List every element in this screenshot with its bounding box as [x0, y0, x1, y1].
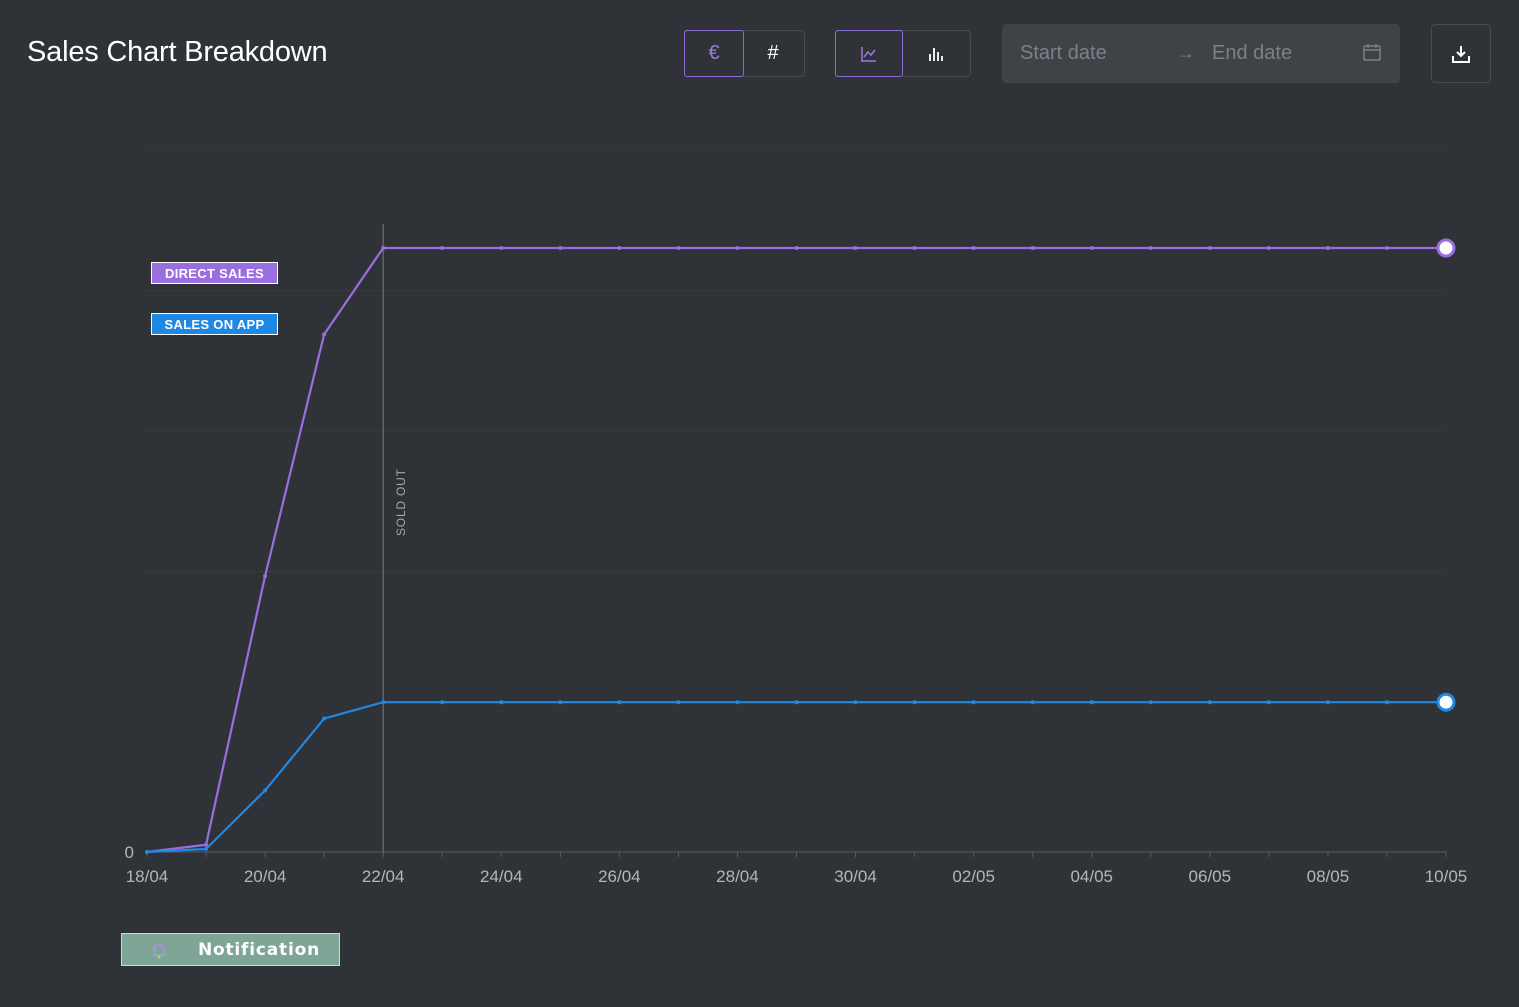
x-tick-label: 10/05 — [1425, 867, 1468, 886]
data-point — [440, 246, 445, 250]
notification-button[interactable]: Notification — [121, 933, 340, 966]
data-point — [794, 700, 799, 705]
data-point — [1089, 246, 1094, 250]
legend-direct-sales[interactable]: DIRECT SALES — [151, 262, 278, 284]
data-point — [381, 700, 386, 705]
date-range-picker[interactable]: Start date → End date — [1002, 24, 1400, 83]
data-point — [853, 246, 858, 250]
chart-type-toggle — [835, 30, 971, 77]
data-point — [322, 332, 327, 337]
data-point — [204, 842, 209, 847]
x-tick-label: 04/05 — [1070, 867, 1113, 886]
calendar-icon[interactable] — [1362, 42, 1382, 62]
data-point — [1384, 246, 1389, 250]
data-point — [617, 700, 622, 705]
series-line-direct-sales — [146, 246, 1446, 854]
euro-toggle-button[interactable]: € — [684, 30, 744, 77]
data-point — [558, 700, 563, 705]
x-tick-label: 08/05 — [1307, 867, 1350, 886]
sold-out-label: SOLD OUT — [394, 468, 408, 536]
download-icon — [1452, 45, 1470, 63]
x-tick-label: 24/04 — [480, 867, 523, 886]
data-point — [381, 246, 386, 250]
data-point — [263, 788, 268, 793]
data-point — [1148, 700, 1153, 705]
data-point — [499, 700, 504, 705]
currency-toggle: € # — [684, 30, 805, 77]
data-point — [204, 846, 209, 851]
data-point — [263, 573, 268, 578]
line-chart-button[interactable] — [835, 30, 903, 77]
data-point — [735, 700, 740, 705]
data-point — [1207, 246, 1212, 250]
data-point — [1030, 246, 1035, 250]
data-point — [676, 246, 681, 250]
bar-chart-button[interactable] — [902, 31, 970, 76]
x-tick-label: 02/05 — [952, 867, 995, 886]
series-end-point — [1436, 238, 1456, 258]
data-point — [499, 246, 504, 250]
sales-line-chart: 18/04 20/04 22/04 24/04 26/04 28/04 30/04 02/05… — [125, 149, 1468, 886]
data-point — [1148, 246, 1153, 250]
data-point — [145, 850, 149, 854]
data-point — [617, 246, 622, 250]
x-tick-label: 22/04 — [362, 867, 405, 886]
x-tick-label: 18/04 — [126, 867, 169, 886]
data-point — [912, 700, 917, 705]
notification-label: Notification — [198, 939, 320, 960]
series-end-point — [1436, 692, 1456, 712]
line-chart-icon — [861, 46, 876, 62]
page-title: Sales Chart Breakdown — [27, 36, 328, 68]
y-tick-label: 0 — [125, 843, 134, 862]
x-tick-label: 28/04 — [716, 867, 759, 886]
data-point — [1325, 700, 1330, 705]
count-toggle-button[interactable]: # — [767, 42, 779, 64]
download-button[interactable] — [1431, 24, 1491, 83]
x-tick-label: 26/04 — [598, 867, 641, 886]
data-point — [853, 700, 858, 705]
data-point — [971, 700, 976, 705]
data-point — [971, 246, 976, 250]
data-point — [1266, 246, 1271, 250]
data-point — [1207, 700, 1212, 705]
data-point — [735, 246, 740, 250]
data-point — [322, 716, 327, 721]
data-point — [1089, 700, 1094, 705]
x-tick-label: 06/05 — [1189, 867, 1232, 886]
data-point — [1266, 700, 1271, 705]
data-point — [1384, 700, 1389, 705]
bell-icon — [153, 943, 165, 959]
start-date-input[interactable]: Start date — [1020, 42, 1107, 64]
data-point — [440, 700, 445, 705]
legend-sales-on-app[interactable]: SALES ON APP — [151, 313, 278, 335]
data-point — [558, 246, 563, 250]
data-point — [1325, 246, 1330, 250]
series-line-sales-on-app — [146, 701, 1446, 854]
x-tick-label: 30/04 — [834, 867, 877, 886]
arrow-right-icon: → — [1177, 43, 1195, 63]
data-point — [1030, 700, 1035, 705]
data-point — [676, 700, 681, 705]
data-point — [794, 246, 799, 250]
x-tick-label: 20/04 — [244, 867, 287, 886]
end-date-input[interactable]: End date — [1212, 42, 1293, 64]
bar-chart-icon — [929, 47, 943, 61]
data-point — [912, 246, 917, 250]
